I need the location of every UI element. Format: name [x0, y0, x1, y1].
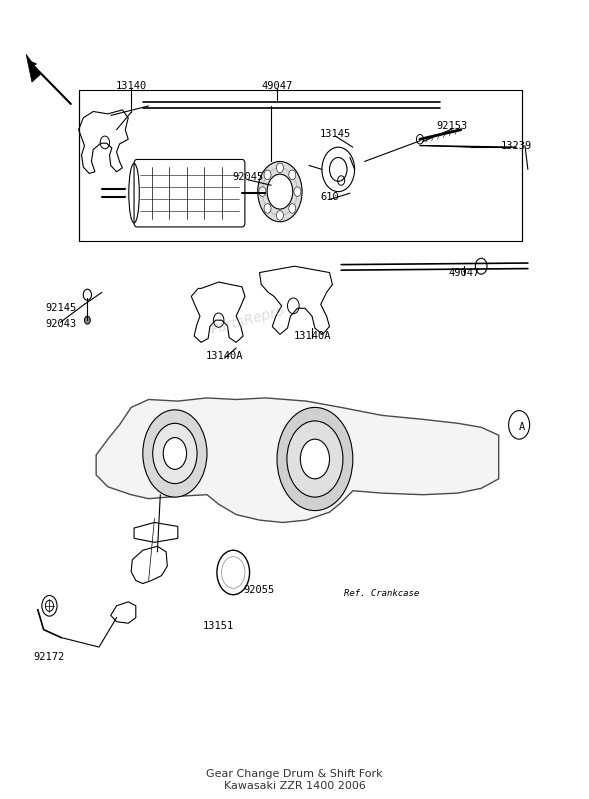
Circle shape [42, 595, 57, 616]
Text: 49047: 49047 [262, 81, 293, 91]
Circle shape [264, 170, 271, 180]
Circle shape [416, 134, 423, 144]
Circle shape [289, 170, 296, 180]
Circle shape [289, 204, 296, 213]
Text: 92055: 92055 [244, 585, 275, 595]
Circle shape [277, 407, 353, 511]
Circle shape [267, 174, 293, 209]
Text: Ref. Crankcase: Ref. Crankcase [345, 590, 419, 598]
Circle shape [276, 163, 283, 173]
Text: 92172: 92172 [34, 652, 65, 662]
Text: 13140A: 13140A [206, 351, 243, 361]
Text: 13140: 13140 [115, 81, 147, 91]
Text: 92153: 92153 [436, 121, 468, 131]
Polygon shape [96, 398, 499, 523]
Polygon shape [111, 602, 136, 623]
FancyBboxPatch shape [134, 160, 245, 227]
Circle shape [294, 187, 301, 197]
Circle shape [300, 439, 329, 479]
Text: 13239: 13239 [501, 141, 532, 150]
Text: A: A [519, 422, 525, 432]
Text: 49047: 49047 [448, 268, 479, 277]
Text: 13140A: 13140A [293, 331, 331, 341]
Bar [78, 90, 522, 240]
Text: Gear Change Drum & Shift Fork
Kawasaki ZZR 1400 2006: Gear Change Drum & Shift Fork Kawasaki Z… [206, 769, 383, 791]
Polygon shape [131, 547, 167, 583]
Text: 13151: 13151 [203, 621, 234, 630]
Circle shape [258, 161, 302, 222]
Text: 610: 610 [320, 193, 339, 202]
Text: 92145: 92145 [45, 304, 77, 313]
Polygon shape [26, 54, 41, 82]
Circle shape [287, 421, 343, 497]
Circle shape [143, 410, 207, 497]
Polygon shape [191, 282, 245, 343]
Circle shape [153, 423, 197, 483]
Polygon shape [260, 266, 332, 335]
Circle shape [475, 258, 487, 274]
Circle shape [84, 316, 90, 324]
Text: 92045: 92045 [232, 173, 263, 182]
Polygon shape [78, 110, 128, 173]
Text: PartsRepro: PartsRepro [209, 304, 287, 337]
Circle shape [259, 187, 266, 197]
Circle shape [264, 204, 271, 213]
Circle shape [83, 289, 91, 300]
Circle shape [163, 438, 187, 469]
Circle shape [276, 211, 283, 221]
Text: 13145: 13145 [320, 129, 351, 139]
Polygon shape [134, 523, 178, 543]
Text: 92043: 92043 [45, 319, 77, 329]
